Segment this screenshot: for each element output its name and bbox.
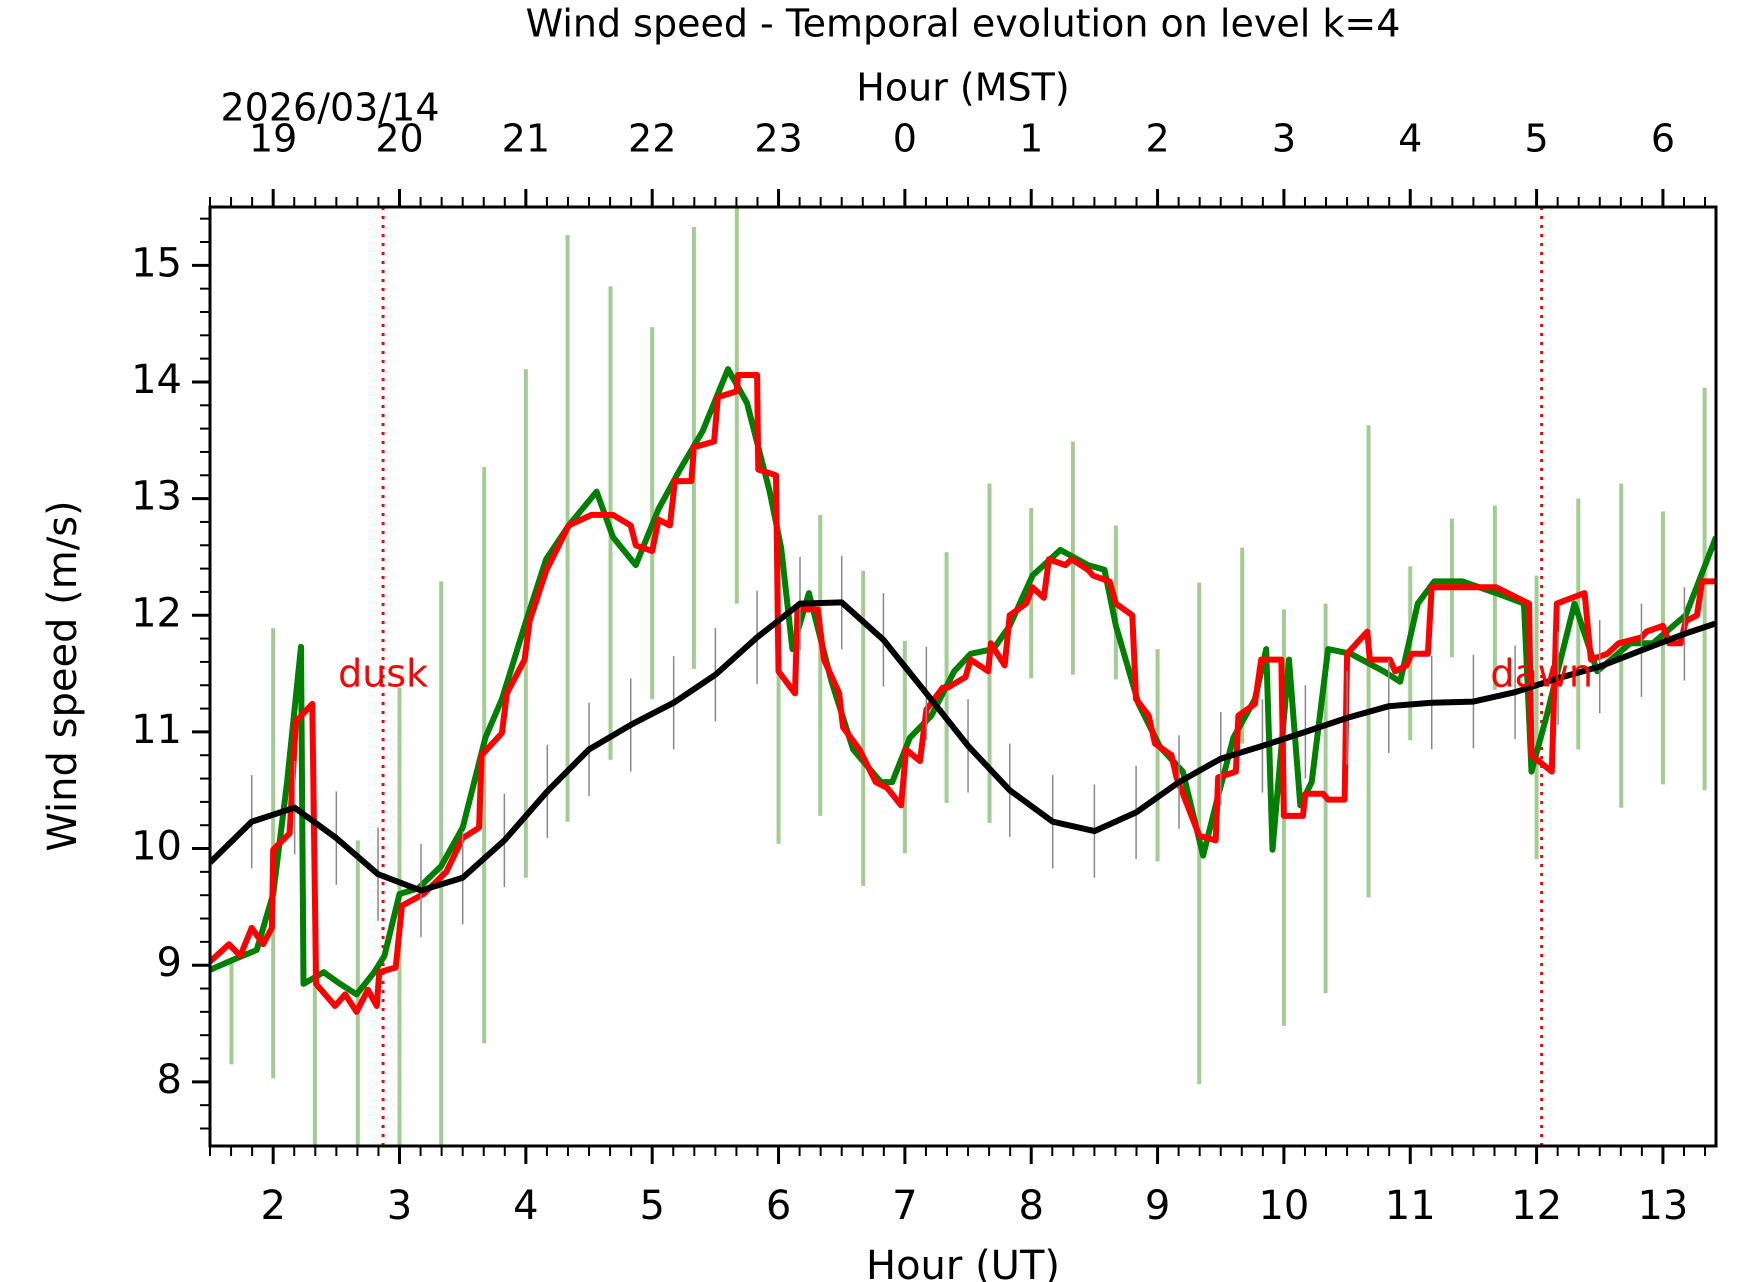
- x-tick-label: 11: [1385, 1183, 1436, 1229]
- series-line: [210, 599, 1716, 894]
- y-tick-label: 10: [131, 824, 182, 870]
- y-tick-label: 8: [157, 1057, 182, 1103]
- x-axis-label: Hour (UT): [866, 1243, 1060, 1282]
- x-tick-label: 5: [639, 1183, 664, 1229]
- plot-area: [210, 207, 1716, 1146]
- x2-tick-label: 5: [1525, 117, 1549, 161]
- y-tick-label: 9: [157, 940, 182, 986]
- x2-tick-label: 20: [375, 117, 423, 161]
- x-tick-label: 12: [1511, 1183, 1562, 1229]
- date-label: 2026/03/14: [220, 86, 439, 130]
- event-label: dusk: [338, 652, 428, 696]
- y-tick-label: 11: [131, 707, 182, 753]
- x-tick-label: 8: [1018, 1183, 1043, 1229]
- x-tick-label: 7: [892, 1183, 917, 1229]
- x-tick-label: 6: [766, 1183, 791, 1229]
- x2-tick-label: 3: [1272, 117, 1296, 161]
- x2-tick-label: 6: [1651, 117, 1675, 161]
- x2-tick-label: 0: [893, 117, 917, 161]
- x2-tick-label: 1: [1019, 117, 1043, 161]
- plot-frame: [208, 205, 1718, 1148]
- y-tick-label: 15: [131, 240, 182, 286]
- chart-title: Wind speed - Temporal evolution on level…: [526, 2, 1401, 46]
- x2-axis-label: Hour (MST): [856, 66, 1069, 110]
- x2-tick-label: 23: [754, 117, 802, 161]
- x-tick-label: 10: [1258, 1183, 1309, 1229]
- event-label: dawn: [1490, 652, 1593, 696]
- x-tick-label: 3: [387, 1183, 412, 1229]
- y-tick-label: 12: [131, 590, 182, 636]
- x2-tick-label: 21: [502, 117, 550, 161]
- x-tick-label: 9: [1145, 1183, 1170, 1229]
- x2-tick-label: 2: [1145, 117, 1169, 161]
- x-tick-label: 13: [1637, 1183, 1688, 1229]
- x-tick-label: 4: [513, 1183, 538, 1229]
- x2-tick-label: 19: [249, 117, 297, 161]
- x2-tick-label: 22: [628, 117, 676, 161]
- y-axis-label: Wind speed (m/s): [40, 500, 86, 851]
- x2-tick-label: 4: [1398, 117, 1422, 161]
- y-tick-label: 14: [131, 357, 182, 403]
- x-tick-label: 2: [260, 1183, 285, 1229]
- y-tick-label: 13: [131, 474, 182, 520]
